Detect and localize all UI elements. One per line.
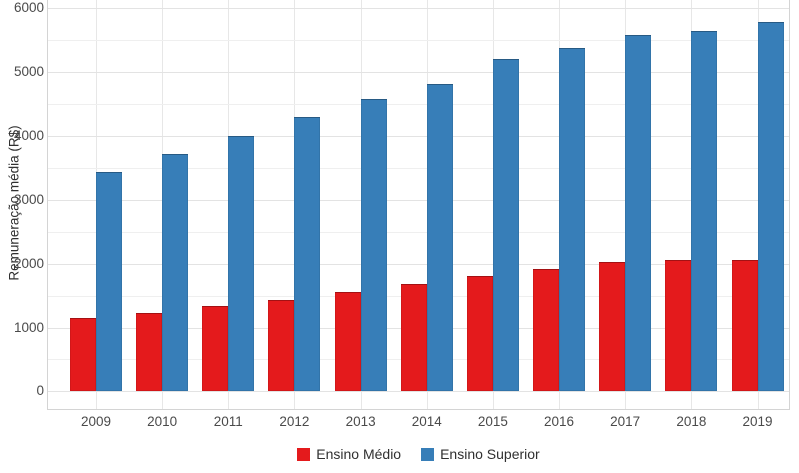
legend-label-ensino-medio: Ensino Médio [316,446,402,462]
plot-panel [47,0,790,410]
x-tick-label-2011: 2011 [213,414,243,429]
bar-ensino-superior-2019 [757,22,784,392]
legend-item-ensino-medio: Ensino Médio [297,446,401,462]
y-tick-label-0: 0 [36,383,44,399]
x-tick-label-2019: 2019 [742,414,773,429]
gridline-minor-4500 [48,103,789,105]
gridline-minor-5500 [48,39,789,41]
bar-ensino-superior-2016 [559,47,586,392]
bar-ensino-médio-2011 [202,305,229,392]
x-tick-label-2013: 2013 [345,414,376,429]
bar-ensino-médio-2019 [731,259,758,392]
bar-ensino-superior-2012 [294,117,321,392]
bar-ensino-médio-2013 [334,291,361,392]
legend-label-ensino-superior: Ensino Superior [440,446,540,462]
bar-ensino-superior-2011 [228,135,255,392]
gridline-minor-3500 [48,167,789,169]
y-tick-label-5000: 5000 [13,63,44,79]
x-tick-label-2018: 2018 [676,414,707,429]
bar-ensino-médio-2014 [400,284,427,392]
gridline-major-4000 [48,135,789,137]
y-tick-label-2000: 2000 [13,255,44,271]
legend-swatch-ensino-superior [421,447,435,461]
x-tick-label-2016: 2016 [544,414,575,429]
x-tick-label-2015: 2015 [477,414,508,429]
x-tick-label-2017: 2017 [610,414,641,429]
bar-ensino-superior-2014 [426,84,453,392]
bar-ensino-médio-2015 [466,275,493,392]
bar-ensino-médio-2018 [665,260,692,392]
bar-ensino-médio-2012 [268,300,295,392]
gridline-major-2000 [48,263,789,265]
y-tick-label-3000: 3000 [13,191,44,207]
bar-ensino-médio-2009 [70,317,96,392]
legend-item-ensino-superior: Ensino Superior [421,446,540,462]
x-tick-label-2009: 2009 [80,414,112,429]
gridline-major-5000 [48,71,789,73]
legend: Ensino Médio Ensino Superior [47,444,790,464]
y-tick-label-6000: 6000 [13,0,44,15]
bar-ensino-médio-2017 [599,262,626,392]
legend-swatch-ensino-medio [297,447,311,461]
gridline-minor-2500 [48,231,789,233]
x-tick-label-2014: 2014 [411,414,442,429]
bar-ensino-superior-2013 [360,99,387,392]
bar-ensino-médio-2016 [533,268,560,392]
x-tick-label-2010: 2010 [147,414,178,429]
gridline-major-3000 [48,199,789,201]
bar-ensino-superior-2017 [625,34,652,392]
gridline-major-6000 [48,8,789,9]
x-tick-label-2012: 2012 [279,414,310,429]
bar-ensino-superior-2009 [96,172,122,392]
bar-ensino-superior-2018 [691,31,718,392]
y-tick-label-1000: 1000 [13,319,44,335]
gridline-major-0 [48,391,789,393]
bar-ensino-superior-2015 [492,59,519,392]
y-tick-label-4000: 4000 [13,127,44,143]
bar-ensino-superior-2010 [162,153,189,392]
bar-ensino-médio-2010 [136,312,163,392]
